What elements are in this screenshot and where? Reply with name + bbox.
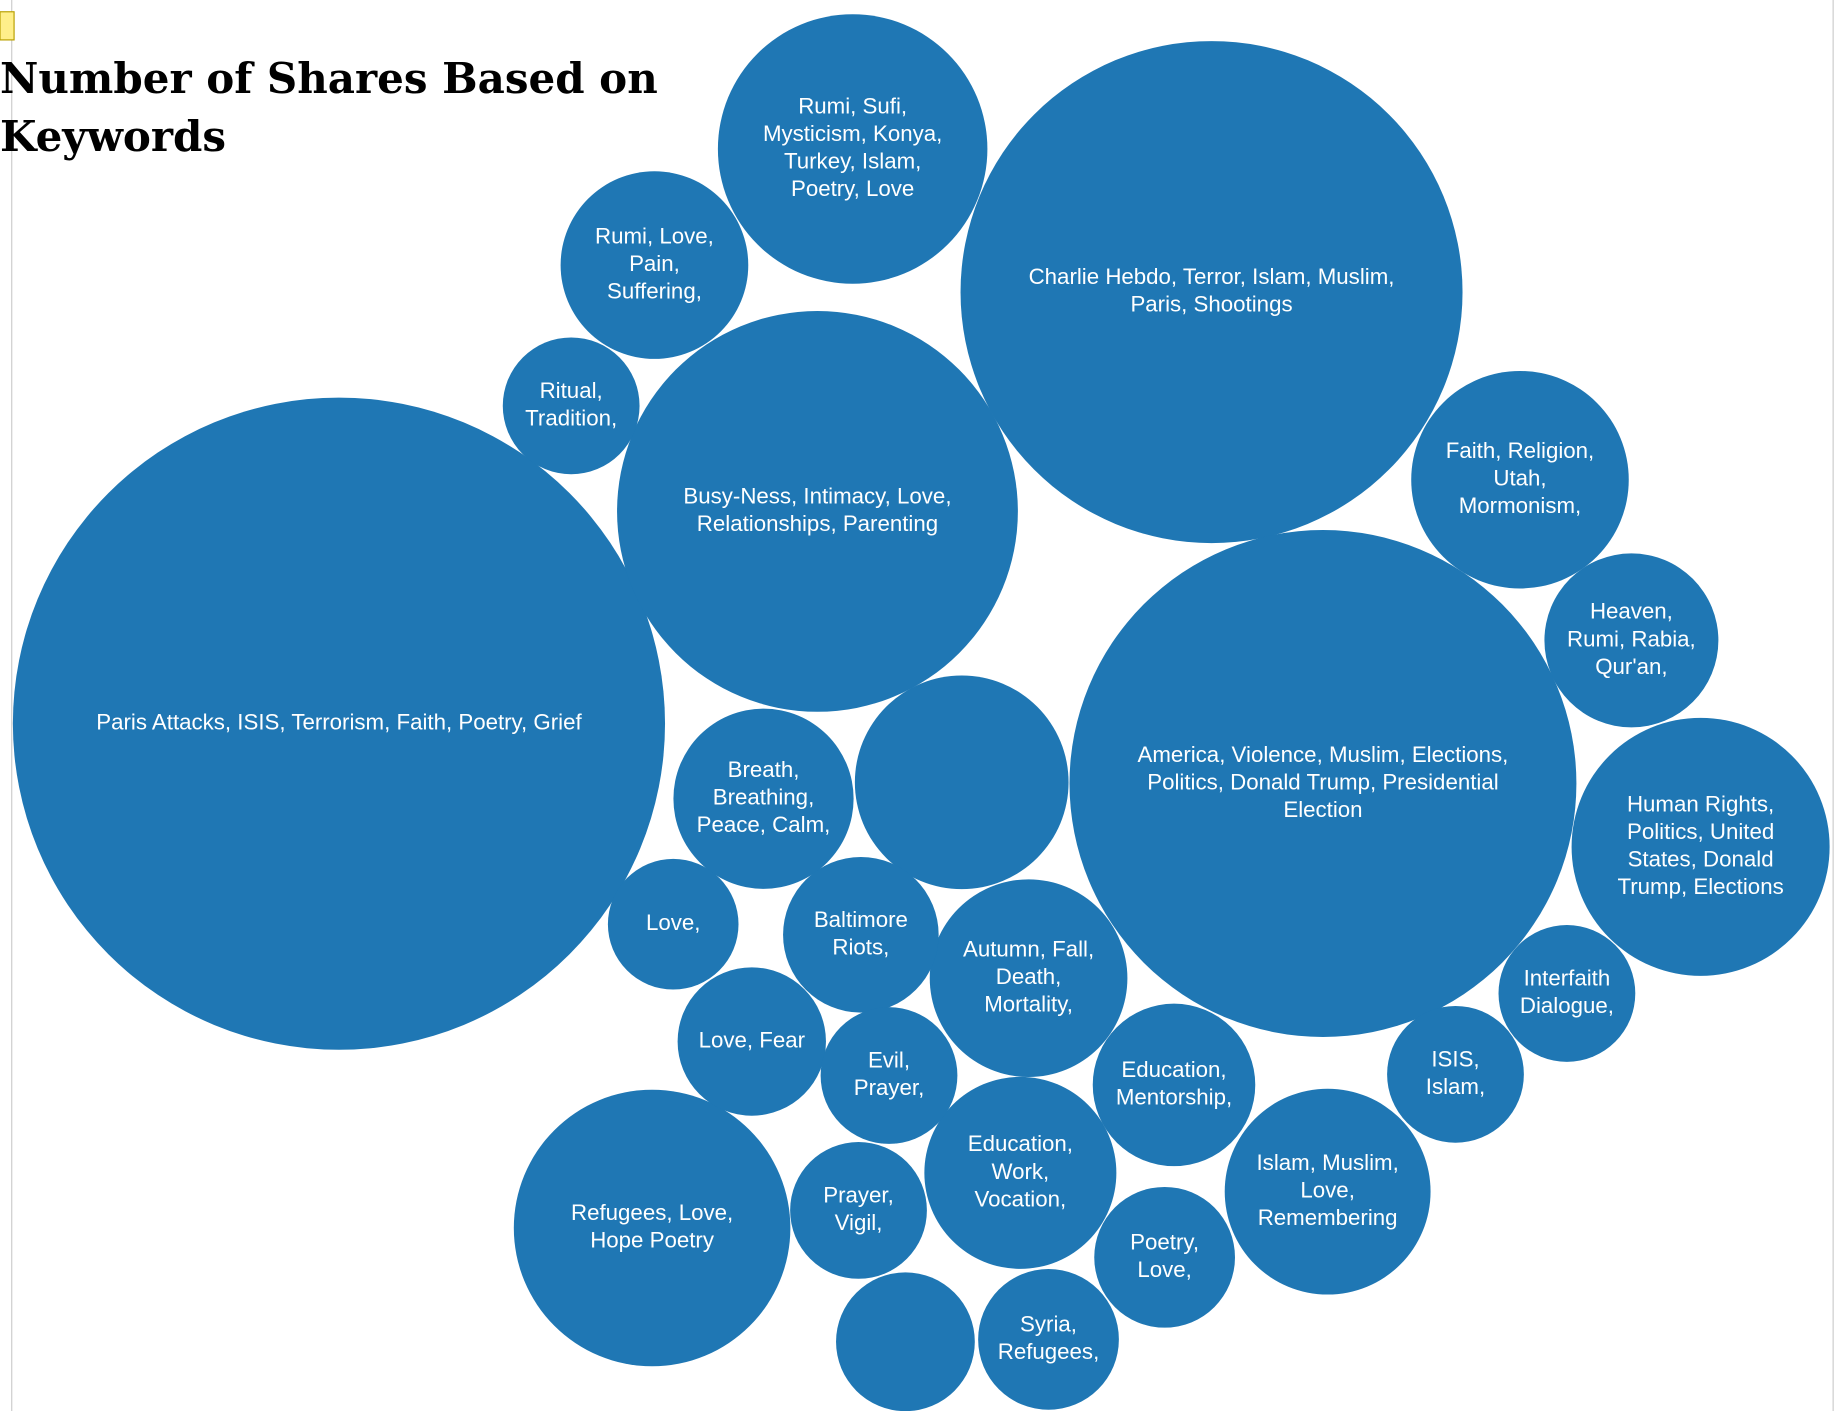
bubble-label: Mysticism, Konya, xyxy=(763,121,942,146)
bubble-label: Prayer, xyxy=(823,1183,894,1208)
bubble xyxy=(1069,530,1577,1037)
bubble-label: Election xyxy=(1283,797,1362,822)
bubble-label: Politics, United xyxy=(1627,819,1774,844)
bubble-label: Love, xyxy=(646,910,700,935)
bubble-label: Turkey, Islam, xyxy=(784,149,921,174)
bubble-label: Education, xyxy=(1121,1057,1226,1082)
bubble-label: Heaven, xyxy=(1590,599,1673,624)
bubble xyxy=(929,879,1128,1078)
bubble-label: Syria, xyxy=(1020,1312,1077,1337)
bubble-label: Pain, xyxy=(629,251,680,276)
bubble-label: Riots, xyxy=(832,934,889,959)
bubble-label: Evil, xyxy=(868,1048,910,1073)
bubble-label: Refugees, Love, xyxy=(571,1200,733,1225)
bubble xyxy=(1092,1003,1256,1167)
bubble-label: Interfaith xyxy=(1524,966,1611,991)
bubble xyxy=(717,14,988,284)
bubble xyxy=(1571,717,1830,976)
bubble-label: Suffering, xyxy=(607,279,702,304)
bubble-label: Faith, Religion, xyxy=(1446,438,1595,463)
bubble-label: Refugees, xyxy=(998,1339,1100,1364)
bubble-label: Islam, xyxy=(1426,1074,1485,1099)
bubble-label: Love, xyxy=(1137,1257,1191,1282)
bubble-label: Rumi, Sufi, xyxy=(798,94,907,119)
bubble-label: Rumi, Love, xyxy=(595,223,714,248)
bubble-label: Charlie Hebdo, Terror, Islam, Muslim, xyxy=(1029,264,1395,289)
bubble-label: Paris, Shootings xyxy=(1130,292,1292,317)
bubble xyxy=(854,675,1069,890)
bubble-label: ISIS, xyxy=(1431,1046,1479,1071)
bubble-label: Prayer, xyxy=(854,1075,925,1100)
bubble-label: Islam, Muslim, xyxy=(1257,1150,1399,1175)
bubble xyxy=(1387,1005,1524,1143)
bubble-label: Trump, Elections xyxy=(1617,874,1783,899)
bubble-label: Paris Attacks, ISIS, Terrorism, Faith, P… xyxy=(96,710,582,735)
bubble xyxy=(1411,370,1629,589)
bubble xyxy=(790,1142,927,1279)
bubble xyxy=(617,310,1018,712)
bubble-label: Vigil, xyxy=(835,1210,883,1235)
bubble-label: America, Violence, Muslim, Elections, xyxy=(1138,742,1509,767)
bubble xyxy=(924,1076,1117,1269)
bubble-label: Qur'an, xyxy=(1595,654,1667,679)
chart-title: Number of Shares Based on Keywords xyxy=(0,54,658,161)
bubble-label: Death, xyxy=(996,964,1062,989)
bubble-label: Mortality, xyxy=(984,992,1073,1017)
bubble-label: Dialogue, xyxy=(1520,993,1614,1018)
bubble xyxy=(12,397,666,1050)
bubble-label: Breathing, xyxy=(713,785,815,810)
bubbles: Paris Attacks, ISIS, Terrorism, Faith, P… xyxy=(12,14,1830,1411)
bubble xyxy=(820,1007,958,1144)
bubble-label: Remembering xyxy=(1258,1205,1398,1230)
bubble-label: States, Donald xyxy=(1628,846,1774,871)
bubble xyxy=(513,1089,791,1367)
bubble-label: Hope Poetry xyxy=(590,1228,715,1253)
bubble xyxy=(502,337,640,475)
bubble-label: Mormonism, xyxy=(1459,493,1581,518)
bubble-label: Education, xyxy=(968,1131,1073,1156)
bubble xyxy=(560,171,749,359)
bubble xyxy=(1094,1186,1235,1328)
bubble-label: Breath, xyxy=(728,757,800,782)
bubble xyxy=(673,708,854,889)
bubble xyxy=(978,1269,1119,1410)
bubble-label: Rumi, Rabia, xyxy=(1567,626,1696,651)
bubble xyxy=(836,1272,975,1411)
bubble-label: Busy-Ness, Intimacy, Love, xyxy=(683,484,951,509)
bubble-label: Utah, xyxy=(1493,466,1546,491)
bubble-label: Peace, Calm, xyxy=(697,812,831,837)
note-icon xyxy=(0,11,15,41)
bubble-label: Vocation, xyxy=(975,1186,1067,1211)
bubble-label: Love, xyxy=(1300,1178,1354,1203)
bubble-label: Poetry, Love xyxy=(791,176,914,201)
bubble-label: Poetry, xyxy=(1130,1229,1199,1254)
bubble-label: Tradition, xyxy=(525,406,617,431)
bubble-label: Work, xyxy=(991,1159,1049,1184)
bubble-label: Mentorship, xyxy=(1116,1085,1232,1110)
bubble-label: Human Rights, xyxy=(1627,791,1774,816)
bubble-label: Ritual, xyxy=(540,378,603,403)
bubble-label: Baltimore xyxy=(814,907,908,932)
bubble xyxy=(677,967,826,1116)
bubble-label: Autumn, Fall, xyxy=(963,937,1094,962)
bubble-label: Relationships, Parenting xyxy=(697,511,938,536)
bubble xyxy=(960,41,1463,544)
bubble xyxy=(1224,1088,1431,1295)
bubble-label: Politics, Donald Trump, Presidential xyxy=(1147,769,1498,794)
bubble xyxy=(1498,925,1636,1062)
bubble-label: Love, Fear xyxy=(699,1027,806,1052)
bubble xyxy=(1544,553,1719,728)
bubble xyxy=(783,856,939,1013)
bubble xyxy=(607,858,739,990)
